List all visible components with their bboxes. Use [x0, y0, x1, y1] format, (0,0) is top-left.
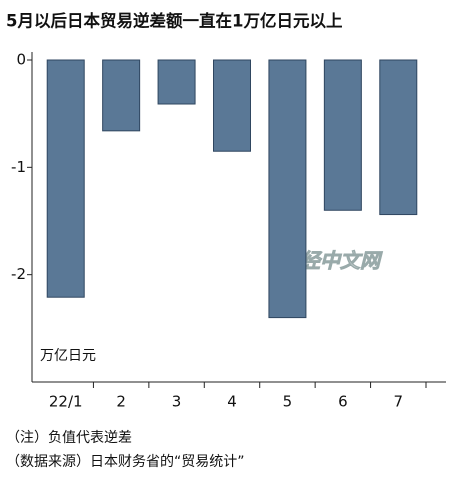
y-tick-label: -1	[11, 158, 26, 176]
x-tick-label: 3	[172, 393, 182, 411]
y-tick-label: 0	[16, 51, 26, 69]
x-tick-label: 5	[283, 393, 293, 411]
source: （数据来源）日本财务省的“贸易统计”	[6, 454, 245, 470]
bar	[157, 59, 196, 105]
bar	[102, 59, 141, 132]
bar	[323, 59, 362, 211]
bar	[379, 59, 418, 216]
x-tick-label: 6	[338, 393, 348, 411]
bar	[213, 59, 251, 152]
y-tick-label: -2	[11, 265, 26, 283]
x-tick-label: 7	[394, 393, 404, 411]
x-tick-label: 4	[227, 393, 237, 411]
unit-label: 万亿日元	[40, 348, 96, 364]
bar	[268, 59, 307, 319]
bar	[46, 59, 85, 298]
chart-title: 5月以后日本贸易逆差额一直在1万亿日元以上	[6, 11, 342, 31]
x-tick-label: 22/1	[49, 393, 83, 411]
x-tick-label: 2	[116, 393, 126, 411]
note: （注）负值代表逆差	[6, 430, 132, 446]
